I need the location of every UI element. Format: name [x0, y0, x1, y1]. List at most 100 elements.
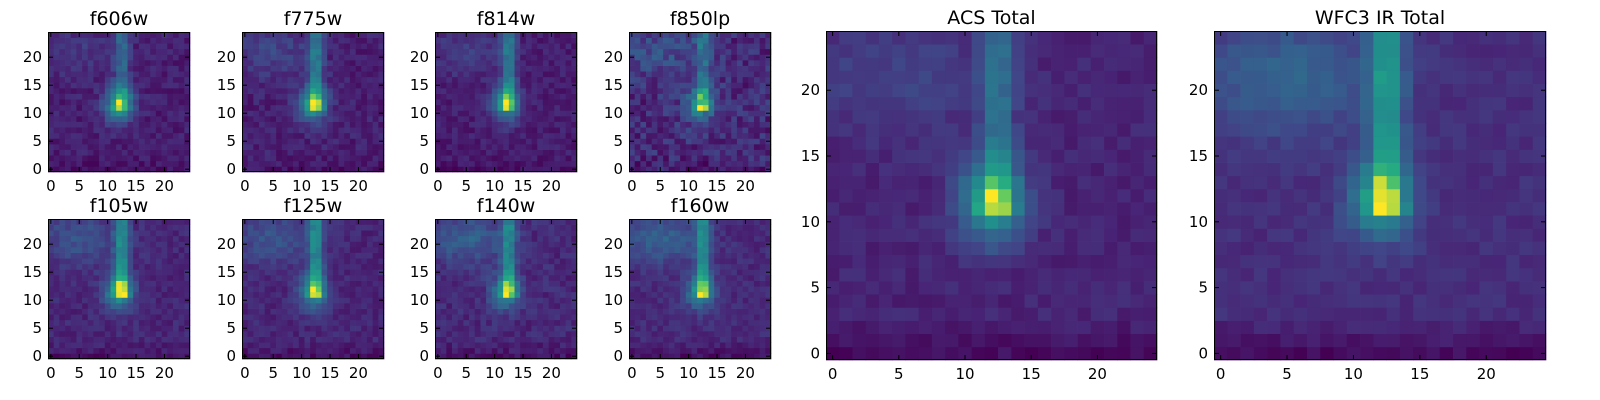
heatmap-cell	[150, 353, 157, 360]
heatmap-cell	[559, 286, 566, 293]
heatmap-cell	[287, 275, 294, 281]
heatmap-cell	[663, 325, 670, 332]
heatmap-cell	[332, 224, 339, 231]
heatmap-cell	[70, 160, 77, 167]
heatmap-cell	[525, 110, 532, 117]
heatmap-cell	[259, 319, 266, 326]
heatmap-cell	[93, 230, 100, 237]
heatmap-cell	[167, 160, 174, 167]
heatmap-cell	[133, 269, 140, 276]
heatmap-cell	[172, 76, 179, 83]
heatmap-cell	[503, 48, 510, 55]
heatmap-cell	[440, 76, 447, 83]
heatmap-cell	[537, 88, 544, 94]
heatmap-cell	[349, 269, 356, 276]
heatmap-cell	[525, 319, 532, 326]
heatmap-cell	[116, 258, 123, 265]
heatmap-cell	[469, 71, 476, 78]
heatmap-cell	[144, 127, 151, 134]
heatmap-cell	[503, 88, 510, 94]
heatmap-cell	[565, 241, 572, 248]
heatmap-cell	[559, 291, 566, 298]
heatmap-cell	[674, 88, 681, 94]
heatmap-cell	[121, 275, 128, 281]
heatmap-cell	[742, 71, 749, 78]
heatmap-cell	[651, 99, 658, 106]
heatmap-cell	[378, 155, 385, 162]
heatmap-cell	[76, 252, 83, 259]
heatmap-cell	[559, 60, 566, 66]
heatmap-cell	[748, 314, 755, 321]
heatmap-cell	[446, 121, 453, 128]
heatmap-cell	[571, 275, 578, 281]
heatmap-cell	[349, 308, 356, 315]
heatmap-cell	[161, 65, 168, 72]
heatmap-cell	[344, 269, 351, 276]
heatmap-cell	[640, 71, 647, 78]
heatmap-cell	[172, 263, 179, 270]
heatmap-cell	[259, 230, 266, 237]
heatmap-cell	[503, 342, 510, 349]
heatmap-cell	[486, 82, 493, 89]
heatmap-cell	[253, 121, 260, 128]
heatmap-cell	[731, 336, 738, 343]
heatmap-cell	[167, 325, 174, 332]
heatmap-cell	[554, 342, 561, 349]
heatmap-cell	[680, 275, 687, 281]
heatmap-cell	[725, 121, 732, 128]
heatmap-cell	[116, 247, 123, 253]
heatmap-cell	[480, 269, 487, 276]
heatmap-cell	[629, 347, 636, 354]
heatmap-cell	[247, 325, 254, 332]
heatmap-cell	[446, 116, 453, 122]
heatmap-cell	[110, 166, 117, 173]
heatmap-cell	[531, 325, 538, 332]
heatmap-cell	[520, 331, 527, 337]
heatmap-cell	[736, 88, 743, 94]
heatmap-cell	[765, 144, 772, 150]
heatmap-cell	[355, 280, 362, 287]
heatmap-cell	[759, 297, 766, 304]
heatmap-cell	[167, 110, 174, 117]
heatmap-cell	[480, 88, 487, 94]
heatmap-cell	[531, 314, 538, 321]
heatmap-cell	[93, 144, 100, 150]
heatmap-cell	[674, 60, 681, 66]
heatmap-cell	[104, 297, 111, 304]
heatmap-cell	[327, 286, 334, 293]
heatmap-cell	[372, 149, 379, 156]
heatmap-cell	[327, 331, 334, 337]
heatmap-cell	[99, 336, 106, 343]
heatmap-cell	[372, 160, 379, 167]
heatmap-cell	[463, 303, 470, 309]
heatmap-cell	[474, 149, 481, 156]
heatmap-cell	[736, 121, 743, 128]
heatmap-cell	[287, 224, 294, 231]
heatmap-cell	[99, 319, 106, 326]
heatmap-cell	[48, 331, 55, 337]
heatmap-cell	[172, 235, 179, 242]
heatmap-cell	[150, 219, 157, 225]
heatmap-cell	[133, 230, 140, 237]
heatmap-cell	[714, 342, 721, 349]
heatmap-cell	[361, 82, 368, 89]
heatmap-cell	[104, 319, 111, 326]
heatmap-cell	[138, 331, 145, 337]
heatmap-cell	[372, 155, 379, 162]
heatmap-cell	[161, 342, 168, 349]
heatmap-cell	[480, 54, 487, 61]
heatmap-cell	[87, 336, 94, 343]
heatmap-cell	[161, 258, 168, 265]
heatmap-cell	[691, 71, 698, 78]
heatmap-cell	[155, 219, 162, 225]
heatmap-cell	[514, 99, 521, 106]
heatmap-cell	[463, 331, 470, 337]
heatmap-cell	[753, 127, 760, 134]
heatmap-cell	[366, 110, 373, 117]
heatmap-cell	[480, 127, 487, 134]
heatmap-cell	[332, 263, 339, 270]
heatmap-cell	[491, 331, 498, 337]
heatmap-cell	[372, 230, 379, 237]
heatmap-cell	[116, 160, 123, 167]
